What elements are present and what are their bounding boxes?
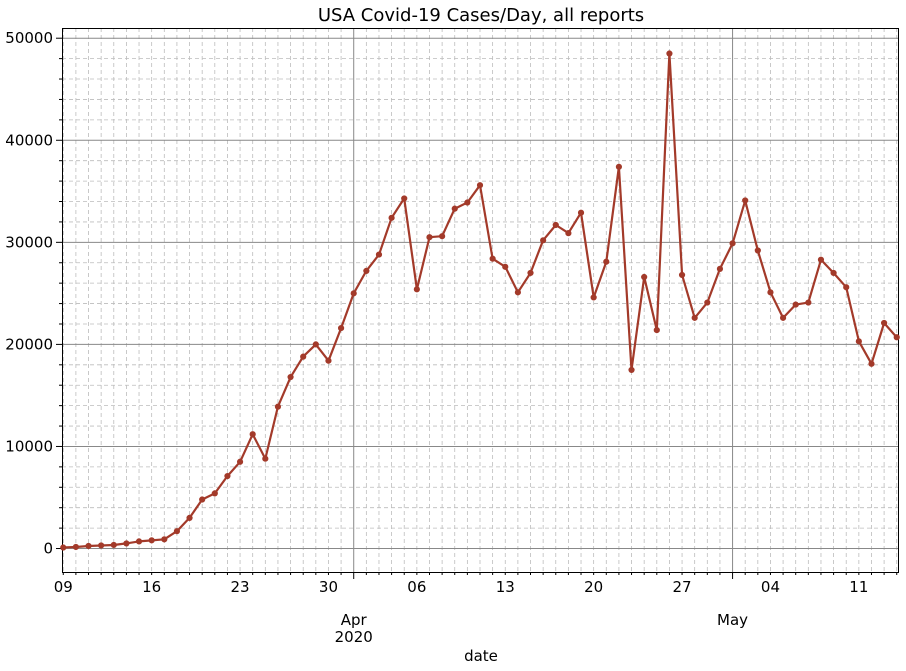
data-point xyxy=(792,301,799,308)
data-point xyxy=(742,197,749,204)
x-axis-label: date xyxy=(464,647,498,665)
data-point xyxy=(830,269,837,277)
data-point xyxy=(767,289,774,296)
data-point xyxy=(615,163,623,170)
y-tick-label: 0 xyxy=(43,540,53,558)
y-tick-label: 10000 xyxy=(5,437,53,455)
x-tick-label: 16 xyxy=(142,578,161,596)
data-point xyxy=(678,271,686,279)
data-point xyxy=(893,334,900,341)
x-tick-label: 09 xyxy=(54,578,73,596)
data-point xyxy=(287,373,294,381)
x-tick-label: 23 xyxy=(231,578,250,596)
data-point xyxy=(552,221,559,229)
data-point xyxy=(135,538,143,545)
y-tick-label: 30000 xyxy=(5,233,53,251)
data-point xyxy=(603,258,610,265)
data-point xyxy=(881,319,888,327)
data-point xyxy=(476,182,484,189)
grid xyxy=(62,28,898,572)
data-point xyxy=(199,496,206,503)
data-point xyxy=(805,299,812,306)
data-point xyxy=(375,251,383,258)
x-month-label: Apr xyxy=(341,611,368,629)
data-point xyxy=(312,341,319,348)
x-tick-label: 20 xyxy=(584,578,603,596)
data-point xyxy=(413,286,420,293)
data-point xyxy=(729,240,736,247)
data-point xyxy=(653,327,660,334)
x-tick-label: 30 xyxy=(319,578,338,596)
data-point xyxy=(98,542,105,549)
data-point xyxy=(249,431,256,438)
data-point xyxy=(211,490,218,497)
data-point xyxy=(274,403,282,410)
data-point xyxy=(641,273,648,281)
data-point xyxy=(388,214,395,221)
data-point xyxy=(426,234,433,241)
chart-title: USA Covid-19 Cases/Day, all reports xyxy=(318,5,644,26)
data-point xyxy=(350,290,357,297)
x-year-label: 2020 xyxy=(335,628,373,646)
data-point xyxy=(300,353,307,360)
x-tick-label: 27 xyxy=(673,578,692,596)
data-point xyxy=(716,265,724,272)
data-point xyxy=(704,299,711,306)
data-points xyxy=(60,50,900,551)
data-point xyxy=(451,205,458,212)
y-tick-label: 20000 xyxy=(5,335,53,353)
data-point xyxy=(514,289,521,296)
data-point xyxy=(565,230,572,237)
data-point xyxy=(464,199,471,206)
data-point xyxy=(817,256,825,263)
data-point xyxy=(843,284,850,291)
data-point xyxy=(691,314,698,321)
data-point xyxy=(666,50,673,57)
data-point xyxy=(527,269,534,277)
x-tick-label: 06 xyxy=(407,578,426,596)
data-point xyxy=(577,209,585,216)
x-tick-label: 04 xyxy=(761,578,780,596)
data-point xyxy=(401,195,408,202)
data-point xyxy=(779,314,787,321)
data-point xyxy=(236,458,244,465)
data-point xyxy=(60,544,67,551)
data-point xyxy=(72,543,79,551)
data-point xyxy=(337,324,345,332)
data-point xyxy=(868,360,875,367)
data-point xyxy=(173,528,181,535)
data-point xyxy=(325,357,332,364)
data-point xyxy=(628,366,635,374)
data-point xyxy=(148,537,155,544)
data-point xyxy=(439,233,446,240)
tick-labels: 0 10000 20000 30000 40000 50000 09 16 23 30 06 13 20… xyxy=(5,29,868,646)
x-tick-label: 11 xyxy=(849,578,868,596)
data-point xyxy=(224,472,231,480)
y-tick-label: 40000 xyxy=(5,131,53,149)
data-point xyxy=(855,338,862,345)
x-month-label: May xyxy=(717,611,748,629)
y-tick-label: 50000 xyxy=(5,29,53,47)
data-point xyxy=(186,514,193,522)
data-point xyxy=(502,263,509,270)
data-point xyxy=(754,247,761,254)
axis-ticks xyxy=(56,37,898,579)
data-point xyxy=(262,455,269,462)
x-tick-label: 13 xyxy=(496,578,515,596)
data-point xyxy=(590,294,597,301)
plot-frame xyxy=(62,28,899,573)
data-point xyxy=(489,255,496,262)
data-point xyxy=(110,541,117,549)
data-point xyxy=(161,536,168,543)
data-point xyxy=(540,237,547,244)
data-point xyxy=(85,542,92,550)
data-point xyxy=(363,267,370,275)
data-point xyxy=(123,540,130,547)
